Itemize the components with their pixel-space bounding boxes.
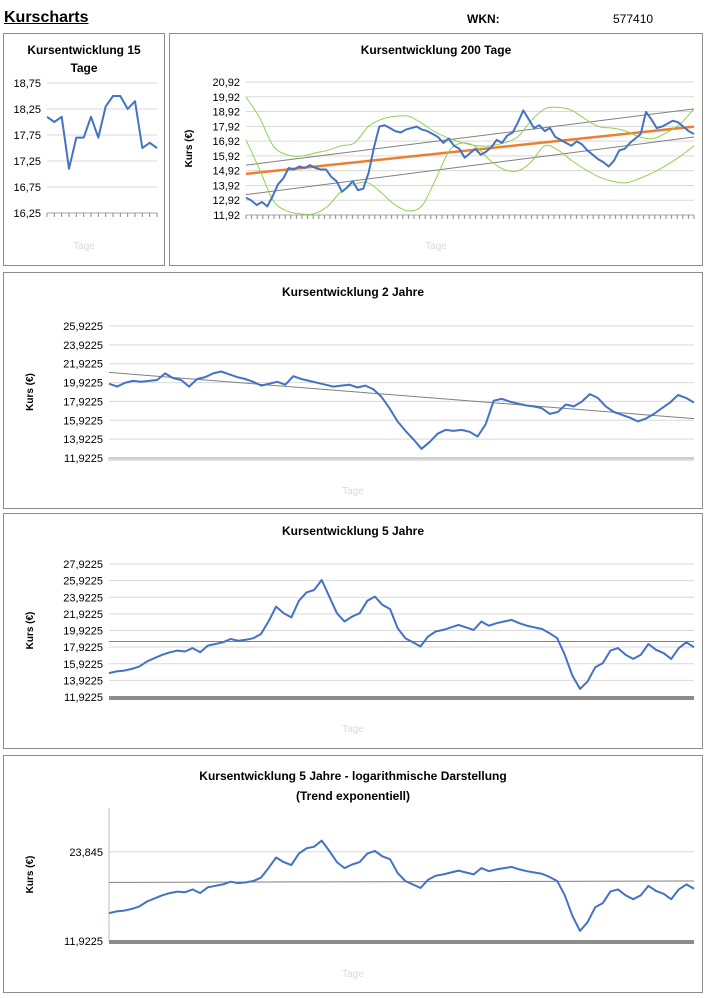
y-tick-label: 19,9225 bbox=[63, 378, 103, 390]
series-line-kurs bbox=[245, 109, 695, 208]
y-tick-label: 13,92 bbox=[212, 180, 240, 192]
series-band-line bbox=[245, 96, 695, 157]
y-axis-label: Kurs (€) bbox=[25, 373, 36, 411]
chart-title: Tage bbox=[70, 61, 97, 75]
x-axis-label: Tage bbox=[342, 724, 364, 735]
x-axis-label: Tage bbox=[425, 241, 447, 252]
y-tick-label: 23,845 bbox=[69, 847, 103, 859]
y-tick-label: 27,9225 bbox=[63, 559, 103, 571]
series-line-kurs bbox=[108, 839, 695, 932]
y-tick-label: 15,9225 bbox=[63, 659, 103, 671]
y-tick-label: 20,92 bbox=[212, 77, 240, 89]
y-tick-label: 16,25 bbox=[13, 208, 41, 220]
x-axis-label: Tage bbox=[342, 486, 364, 497]
chart-5-jahre-log: Kursentwicklung 5 Jahre - logarithmische… bbox=[25, 769, 695, 980]
series-trend-line bbox=[108, 880, 695, 883]
y-tick-label: 17,92 bbox=[212, 121, 240, 133]
y-tick-label: 17,25 bbox=[13, 156, 41, 168]
y-tick-label: 25,9225 bbox=[63, 576, 103, 588]
wkn-label: WKN: bbox=[467, 12, 500, 26]
page-title: Kurscharts bbox=[4, 9, 89, 26]
chart-panel-5-jahre: Kursentwicklung 5 Jahre 27,9225 25,9225 23,… bbox=[3, 513, 703, 749]
y-axis-label: Kurs (€) bbox=[25, 612, 36, 650]
chart-panel-15-tage: Kursentwicklung 15 Tage 18,75 18,25 17,75 17,… bbox=[3, 33, 165, 266]
y-tick-label: 18,92 bbox=[212, 107, 240, 119]
x-axis-label: Tage bbox=[73, 241, 95, 252]
y-tick-label: 15,92 bbox=[212, 151, 240, 163]
y-tick-label: 16,92 bbox=[212, 136, 240, 148]
y-tick-label: 17,9225 bbox=[63, 396, 103, 408]
y-tick-label: 14,92 bbox=[212, 166, 240, 178]
chart-panel-2-jahre: Kursentwicklung 2 Jahre 25,9225 23,9225 21,… bbox=[3, 272, 703, 509]
chart-15-tage: Kursentwicklung 15 Tage 18,75 18,25 17,75 17,… bbox=[13, 43, 158, 252]
y-tick-label: 11,9225 bbox=[64, 936, 103, 948]
y-tick-label: 21,9225 bbox=[63, 609, 103, 621]
y-tick-label: 23,9225 bbox=[63, 340, 103, 352]
y-tick-label: 11,9225 bbox=[64, 453, 103, 465]
y-tick-label: 18,75 bbox=[13, 78, 41, 90]
chart-title: Kursentwicklung 200 Tage bbox=[361, 43, 512, 57]
y-tick-label: 17,9225 bbox=[63, 642, 103, 654]
y-tick-label: 15,9225 bbox=[63, 415, 103, 427]
y-tick-label: 23,9225 bbox=[63, 592, 103, 604]
series-trend-line bbox=[245, 125, 695, 176]
y-tick-label: 16,75 bbox=[13, 182, 41, 194]
chart-200-tage: Kursentwicklung 200 Tage 20,92 19,92 18,92 1… bbox=[184, 43, 695, 252]
chart-title: Kursentwicklung 5 Jahre bbox=[282, 524, 424, 538]
y-tick-label: 19,9225 bbox=[63, 626, 103, 638]
y-tick-label: 13,9225 bbox=[63, 434, 103, 446]
series-line-kurs bbox=[108, 370, 695, 450]
x-axis-band bbox=[109, 940, 694, 944]
chart-title: Kursentwicklung 5 Jahre - logarithmische… bbox=[199, 769, 506, 783]
y-tick-label: 11,92 bbox=[213, 210, 240, 222]
y-tick-label: 11,9225 bbox=[64, 692, 103, 704]
series-trend-line bbox=[245, 108, 695, 166]
wkn-value: 577410 bbox=[613, 12, 654, 26]
series-band-line bbox=[245, 139, 695, 215]
y-tick-label: 19,92 bbox=[212, 92, 240, 104]
y-axis-label: Kurs (€) bbox=[184, 130, 195, 168]
y-tick-label: 25,9225 bbox=[63, 321, 103, 333]
chart-panel-200-tage: Kursentwicklung 200 Tage 20,92 19,92 18,92 1… bbox=[169, 33, 703, 266]
chart-5-jahre: Kursentwicklung 5 Jahre 27,9225 25,9225 23,… bbox=[25, 524, 695, 735]
y-axis-label: Kurs (€) bbox=[25, 856, 36, 894]
series-line-kurs bbox=[46, 95, 158, 170]
y-tick-label: 17,75 bbox=[13, 130, 41, 142]
series-line-kurs bbox=[108, 579, 695, 690]
y-tick-label: 12,92 bbox=[212, 195, 240, 207]
series-trend-line bbox=[245, 136, 695, 196]
chart-title: Kursentwicklung 2 Jahre bbox=[282, 285, 424, 299]
series-trend-line bbox=[108, 371, 695, 420]
chart-title: Kursentwicklung 15 bbox=[27, 43, 141, 57]
chart-title: (Trend exponentiell) bbox=[296, 789, 410, 803]
y-tick-label: 13,9225 bbox=[63, 675, 103, 687]
x-axis-band bbox=[109, 696, 694, 700]
y-tick-label: 21,9225 bbox=[63, 359, 103, 371]
chart-2-jahre: Kursentwicklung 2 Jahre 25,9225 23,9225 21,… bbox=[25, 285, 695, 497]
x-axis-label: Tage bbox=[342, 969, 364, 980]
y-tick-label: 18,25 bbox=[13, 104, 41, 116]
chart-panel-5-jahre-log: Kursentwicklung 5 Jahre - logarithmische… bbox=[3, 755, 703, 993]
